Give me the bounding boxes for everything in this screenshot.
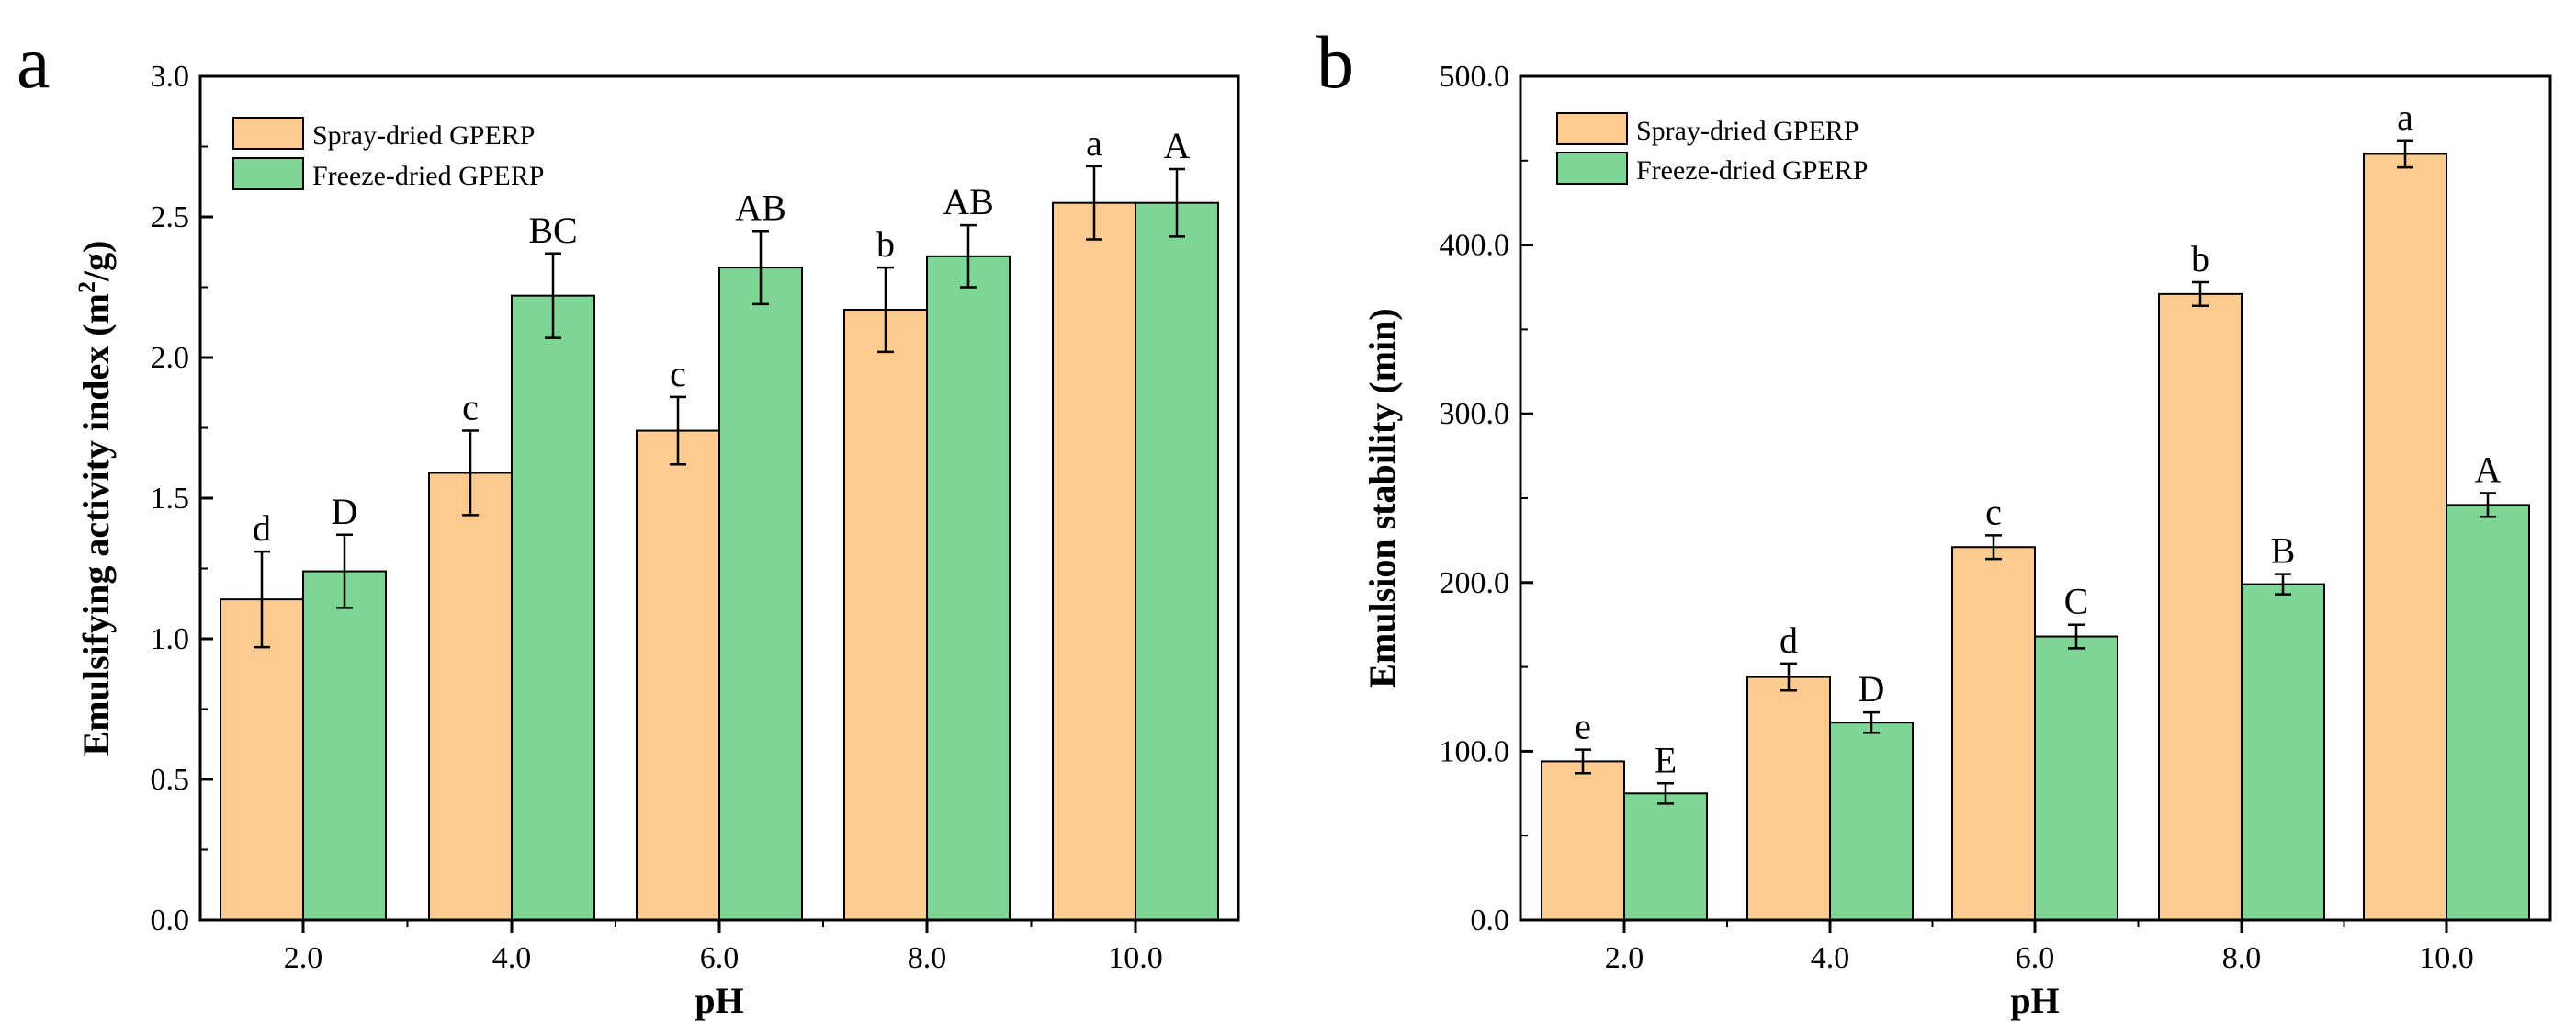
significance-letter-spray-dried: c bbox=[670, 353, 686, 394]
significance-letter-freeze-dried: BC bbox=[528, 210, 577, 251]
bar-spray-dried-8.0 bbox=[843, 308, 928, 922]
panel-a-y-axis-title-end: /g) bbox=[75, 241, 117, 282]
x-tick-label: 8.0 bbox=[2222, 941, 2262, 975]
significance-letter-freeze-dried: AB bbox=[735, 187, 786, 228]
significance-letter-spray-dried: d bbox=[253, 507, 271, 549]
panel-a-y-axis-title-sup: 2 bbox=[73, 281, 100, 293]
y-tick-label: 100.0 bbox=[1440, 734, 1510, 768]
x-tick-label: 4.0 bbox=[1811, 941, 1850, 975]
y-tick-label: 0.0 bbox=[1471, 903, 1510, 937]
panel-b-y-ticks: 0.0 100.0 200.0 300.0 400.0 500.0 bbox=[1440, 60, 1533, 937]
significance-letter-freeze-dried: A bbox=[1164, 125, 1191, 166]
y-tick-label: 300.0 bbox=[1440, 397, 1510, 431]
legend-label-spray: Spray-dried GPERP bbox=[1636, 116, 1859, 146]
panel-a-plot-area: d c c b a D BC AB AB A bbox=[220, 122, 1219, 922]
bar-freeze-dried-2.0 bbox=[302, 570, 387, 921]
panel-b-plot-area: e d c b a E D C B A bbox=[1541, 97, 2530, 922]
x-tick-label: 4.0 bbox=[492, 941, 532, 975]
panel-b-y-axis-title-main: Emulsion stability (min) bbox=[1361, 308, 1403, 687]
significance-letter-freeze-dried: AB bbox=[943, 181, 994, 222]
y-tick-label: 0.0 bbox=[151, 903, 190, 937]
significance-letter-spray-dried: a bbox=[1086, 122, 1102, 164]
y-tick-label: 500.0 bbox=[1440, 60, 1510, 94]
panel-b-y-axis-title: Emulsion stability (min) bbox=[1361, 308, 1403, 687]
bar-freeze-dried-10.0 bbox=[2446, 504, 2530, 921]
bar-spray-dried-6.0 bbox=[1951, 546, 2036, 922]
panel-b-emulsion-stability-chart: b e d c b a E D C B A 0.0 100.0 200.0 300.0 400.0 500.… bbox=[1316, 20, 2552, 1021]
legend-swatch-spray bbox=[1556, 112, 1628, 145]
significance-letter-freeze-dried: C bbox=[2064, 581, 2089, 622]
significance-letter-freeze-dried: D bbox=[332, 491, 358, 532]
panel-a-y-ticks: 0.0 0.5 1.0 1.5 2.0 2.5 3.0 bbox=[151, 60, 213, 937]
legend-swatch-freeze bbox=[1556, 152, 1628, 185]
y-tick-label: 2.0 bbox=[151, 341, 190, 375]
significance-letter-freeze-dried: A bbox=[2475, 449, 2502, 490]
panel-a-emulsifying-activity-chart: a d c c b a D BC AB AB A 0.0 0.5 1.0 1.5 2.0 2.5 3.0 2.… bbox=[17, 20, 1240, 1021]
y-tick-label: 1.0 bbox=[151, 622, 190, 656]
significance-letter-spray-dried: c bbox=[1985, 491, 2002, 532]
legend-label-freeze: Freeze-dried GPERP bbox=[1636, 155, 1868, 186]
significance-letter-freeze-dried: D bbox=[1859, 668, 1885, 710]
bar-spray-dried-4.0 bbox=[428, 472, 513, 922]
significance-letter-spray-dried: b bbox=[2191, 238, 2209, 279]
panel-b-label: b bbox=[1316, 20, 1354, 104]
panel-a-x-ticks: 2.0 4.0 6.0 8.0 10.0 bbox=[284, 920, 1163, 975]
bar-freeze-dried-8.0 bbox=[926, 255, 1011, 921]
y-tick-label: 200.0 bbox=[1440, 566, 1510, 600]
bar-spray-dried-6.0 bbox=[636, 429, 720, 921]
bar-freeze-dried-6.0 bbox=[718, 267, 803, 921]
panel-a-label: a bbox=[17, 20, 50, 104]
bar-spray-dried-10.0 bbox=[1052, 201, 1136, 921]
panel-a-y-axis-title-main: Emulsifying activity index (m bbox=[75, 293, 117, 756]
panel-b-x-axis-title: pH bbox=[2010, 980, 2059, 1021]
legend-label-freeze: Freeze-dried GPERP bbox=[312, 161, 544, 191]
bar-freeze-dried-8.0 bbox=[2241, 583, 2325, 921]
bar-freeze-dried-2.0 bbox=[1623, 792, 1708, 921]
panel-a-y-axis-title: Emulsifying activity index (m2/g) bbox=[73, 241, 117, 756]
x-tick-label: 6.0 bbox=[700, 941, 740, 975]
significance-letter-spray-dried: b bbox=[876, 223, 895, 265]
legend-swatch-spray bbox=[232, 117, 304, 150]
panel-b-x-ticks: 2.0 4.0 6.0 8.0 10.0 bbox=[1605, 920, 2474, 975]
bar-spray-dried-2.0 bbox=[220, 598, 304, 921]
bar-freeze-dried-6.0 bbox=[2034, 635, 2118, 921]
x-tick-label: 2.0 bbox=[1605, 941, 1644, 975]
y-tick-label: 2.5 bbox=[151, 200, 190, 234]
significance-letter-spray-dried: a bbox=[2397, 97, 2413, 138]
significance-letter-spray-dried: e bbox=[1575, 706, 1591, 747]
bar-freeze-dried-4.0 bbox=[1829, 722, 1914, 921]
bar-spray-dried-10.0 bbox=[2363, 153, 2447, 921]
x-tick-label: 6.0 bbox=[2016, 941, 2055, 975]
bar-spray-dried-4.0 bbox=[1746, 676, 1831, 922]
bar-spray-dried-2.0 bbox=[1541, 760, 1625, 922]
y-tick-label: 0.5 bbox=[151, 763, 190, 797]
significance-letter-freeze-dried: E bbox=[1655, 739, 1677, 780]
significance-letter-spray-dried: d bbox=[1779, 619, 1798, 661]
x-tick-label: 2.0 bbox=[284, 941, 323, 975]
bar-freeze-dried-10.0 bbox=[1135, 201, 1219, 921]
bar-spray-dried-8.0 bbox=[2158, 292, 2243, 921]
significance-letter-freeze-dried: B bbox=[2271, 530, 2296, 572]
significance-letter-spray-dried: c bbox=[462, 387, 479, 428]
bar-freeze-dried-4.0 bbox=[511, 294, 595, 921]
y-tick-label: 400.0 bbox=[1440, 229, 1510, 263]
legend-swatch-freeze bbox=[232, 157, 304, 190]
panel-a-x-axis-title: pH bbox=[695, 980, 743, 1021]
x-tick-label: 10.0 bbox=[2419, 941, 2474, 975]
y-tick-label: 3.0 bbox=[151, 60, 190, 94]
panel-a-legend: Spray-dried GPERP Freeze-dried GPERP bbox=[232, 117, 544, 191]
panel-b-legend: Spray-dried GPERP Freeze-dried GPERP bbox=[1556, 112, 1868, 186]
legend-label-spray: Spray-dried GPERP bbox=[312, 120, 536, 151]
x-tick-label: 10.0 bbox=[1108, 941, 1163, 975]
x-tick-label: 8.0 bbox=[908, 941, 947, 975]
y-tick-label: 1.5 bbox=[151, 482, 190, 516]
